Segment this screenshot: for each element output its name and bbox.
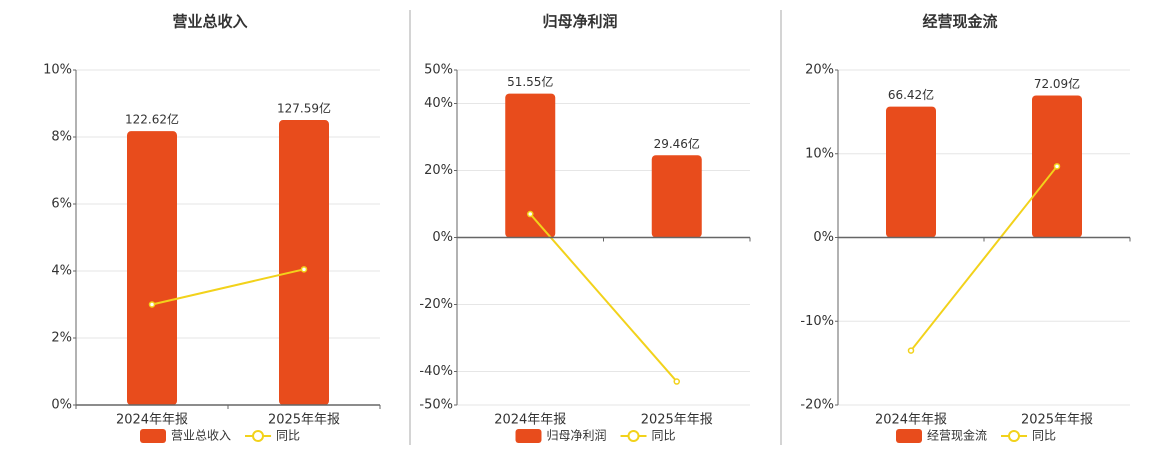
line <box>910 165 1058 352</box>
legend-marker <box>627 430 640 442</box>
legend-swatch <box>140 429 166 443</box>
legend-marker <box>252 430 265 442</box>
x-tick-label: 2025年年报 <box>1021 413 1093 428</box>
bar <box>279 120 329 405</box>
legend-swatch <box>515 429 542 443</box>
y-tick-label: 0% <box>51 398 72 413</box>
y-tick-label: 10% <box>805 146 834 161</box>
y-tick-label: -20% <box>800 398 834 413</box>
bar-value-label: 122.62亿 <box>125 112 179 127</box>
y-tick-label: 0% <box>432 230 453 245</box>
x-tick-label: 2024年年报 <box>116 413 188 428</box>
legend-label: 同比 <box>1032 429 1056 443</box>
legend-label: 同比 <box>276 429 300 443</box>
chart-title: 营业总收入 <box>172 13 247 31</box>
line-marker <box>907 347 915 354</box>
legend-label: 归母净利润 <box>547 429 607 443</box>
y-tick-label: 50% <box>424 63 453 78</box>
line-marker <box>300 266 308 273</box>
line-marker <box>1053 163 1061 170</box>
y-tick-label: -10% <box>800 314 834 329</box>
x-tick-label: 2025年年报 <box>641 413 713 428</box>
bar <box>505 93 556 238</box>
line <box>529 213 678 383</box>
x-tick-label: 2025年年报 <box>268 413 340 428</box>
y-tick-label: 2% <box>51 331 72 346</box>
bar-value-label: 51.55亿 <box>507 74 553 89</box>
x-tick-label: 2024年年报 <box>875 413 947 428</box>
y-tick-label: 20% <box>805 63 834 78</box>
legend-label: 同比 <box>652 429 676 443</box>
bar-value-label: 72.09亿 <box>1034 76 1080 91</box>
y-tick-label: 4% <box>51 264 72 279</box>
legend-marker <box>1008 430 1021 442</box>
y-tick-label: 8% <box>51 130 72 145</box>
legend-swatch <box>896 429 922 443</box>
y-tick-label: -50% <box>419 398 453 413</box>
bar <box>886 106 936 238</box>
line <box>151 268 305 306</box>
y-tick-label: 40% <box>424 96 453 111</box>
bar-value-label: 127.59亿 <box>277 101 331 116</box>
y-tick-label: 10% <box>43 63 72 78</box>
y-tick-label: -20% <box>419 297 453 312</box>
bar-value-label: 66.42亿 <box>888 87 934 102</box>
y-tick-label: 0% <box>813 230 834 245</box>
x-tick-label: 2024年年报 <box>494 413 566 428</box>
legend-label: 经营现金流 <box>927 428 987 443</box>
bar-value-label: 29.46亿 <box>654 136 700 151</box>
y-tick-label: 6% <box>51 197 72 212</box>
legend-label: 营业总收入 <box>171 429 231 443</box>
line-marker <box>148 301 156 308</box>
chart-title: 归母净利润 <box>542 13 617 31</box>
y-tick-label: 20% <box>424 163 453 178</box>
line-marker <box>673 378 680 385</box>
chart-title: 经营现金流 <box>922 13 997 31</box>
bar <box>651 155 702 238</box>
line-marker <box>527 210 534 218</box>
y-tick-label: -40% <box>419 364 453 379</box>
bar <box>127 131 177 405</box>
